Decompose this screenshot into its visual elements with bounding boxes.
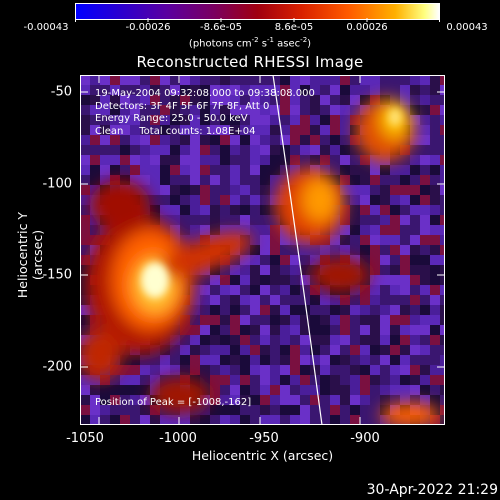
colorbar-tick: -0.00026 <box>125 22 171 33</box>
y-tick-label: -50 <box>50 84 72 100</box>
solar-limb <box>272 75 323 425</box>
x-tick-label: -950 <box>249 431 279 446</box>
colorbar-tick: -8.6e-05 <box>200 22 242 33</box>
x-tick-label: -1050 <box>66 431 104 446</box>
colorbar-units: (photons cm-2 s-1 asec-2) <box>188 36 312 50</box>
plot-title: Reconstructed RHESSI Image <box>136 53 364 71</box>
colorbar-ticks <box>75 18 440 22</box>
y-tick-label: -100 <box>42 176 72 192</box>
x-axis-label: Heliocentric X (arcsec) <box>191 448 334 463</box>
info-energy-range: Energy Range: 25.0 - 50.0 keV <box>95 113 248 124</box>
info-time-range: 19-May-2004 09:32:08.000 to 09:38:08.000 <box>95 88 315 99</box>
y-tick-label: -150 <box>42 267 72 283</box>
x-tick-label: -1000 <box>159 431 197 446</box>
x-tick-label: -900 <box>350 431 380 446</box>
info-clean-counts: Clean Total counts: 1.08E+04 <box>95 125 256 137</box>
render-timestamp: 30-Apr-2022 21:29 <box>366 482 498 498</box>
colorbar-tick: 0.00026 <box>346 22 388 33</box>
observation-info: 19-May-2004 09:32:08.000 to 09:38:08.000… <box>95 88 315 138</box>
colorbar <box>75 3 440 20</box>
peak-position: Position of Peak = [-1008,-162] <box>95 397 252 408</box>
y-tick-label: -200 <box>42 359 72 375</box>
colorbar-tick: 0.00043 <box>446 22 488 33</box>
y-axis-label: Heliocentric Y (arcsec) <box>15 211 45 299</box>
info-detectors: Detectors: 3F 4F 5F 6F 7F 8F, Att 0 <box>95 100 270 112</box>
rhessi-image <box>80 75 445 425</box>
colorbar-tick: 8.6e-05 <box>274 22 314 33</box>
colorbar-tick: -0.00043 <box>23 22 69 33</box>
